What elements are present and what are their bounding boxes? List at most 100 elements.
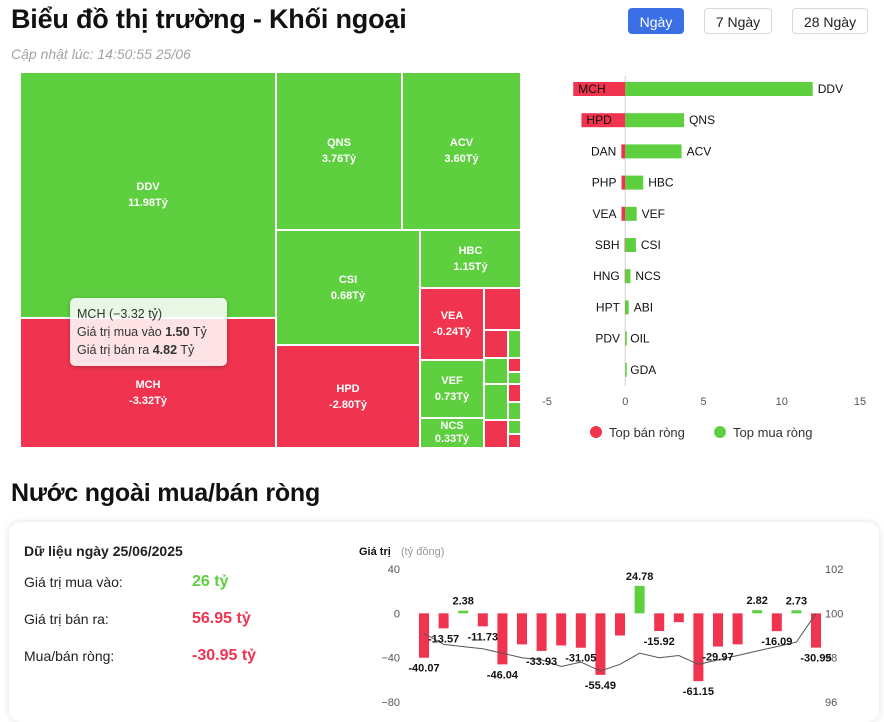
net-bar — [674, 613, 684, 622]
net-bar-label: -30.95 — [800, 653, 831, 665]
net-bar — [478, 613, 488, 626]
treemap-cell-value: 0.33Tỷ — [435, 433, 469, 446]
section-title: Nước ngoài mua/bán ròng — [11, 479, 320, 508]
y-tick-label: 0 — [394, 608, 400, 620]
update-time: Cập nhật lúc: 14:50:55 25/06 — [11, 46, 191, 62]
treemap-cell-small[interactable] — [484, 288, 521, 330]
treemap-cell-acv[interactable]: ACV 3.60Tỷ — [402, 72, 521, 230]
net-bar — [517, 613, 527, 644]
treemap-cell-small[interactable] — [484, 330, 508, 358]
tooltip-sell-value: 4.82 — [153, 343, 177, 357]
net-bar-label: -31.05 — [565, 653, 596, 665]
bar-buy — [625, 207, 636, 221]
treemap-cell-vea[interactable]: VEA -0.24Tỷ — [420, 288, 484, 360]
treemap-cell-small[interactable] — [508, 330, 521, 358]
net-bar — [439, 613, 449, 628]
treemap-cell-qns[interactable]: QNS 3.76Tỷ — [276, 72, 402, 230]
treemap-cell-value: 3.60Tỷ — [444, 151, 478, 167]
treemap-cell-value: -0.24Tỷ — [433, 324, 471, 340]
bar-buy-label: NCS — [635, 269, 660, 283]
net-bar-label: -55.49 — [585, 680, 616, 692]
treemap-cell-small[interactable] — [484, 384, 508, 420]
tooltip-title: MCH (−3.32 tỷ) — [77, 305, 220, 323]
net-bar-label: -61.15 — [683, 686, 714, 698]
net-bar-label: -29.97 — [702, 652, 733, 664]
net-value-label: Mua/bán ròng: — [24, 648, 114, 664]
net-bar — [693, 613, 703, 681]
bar-buy-label: OIL — [630, 332, 650, 346]
bar-buy — [625, 238, 636, 252]
treemap-cell-hbc[interactable]: HBC 1.15Tỷ — [420, 230, 521, 288]
net-bar-label: 2.38 — [452, 596, 473, 608]
treemap-cell-small[interactable] — [508, 402, 521, 420]
treemap-cell-ncs[interactable]: NCS 0.33Tỷ — [420, 418, 484, 448]
treemap-cell-vef[interactable]: VEF 0.73Tỷ — [420, 360, 484, 418]
bar-sell — [625, 238, 626, 252]
bar-buy — [625, 332, 627, 346]
tab-28-days[interactable]: 28 Ngày — [792, 8, 868, 34]
summary-date: Dữ liệu ngày 25/06/2025 — [24, 543, 183, 559]
bar-sell-label: PHP — [592, 176, 617, 190]
bar-buy — [625, 113, 684, 127]
treemap-cell-small[interactable] — [508, 372, 521, 384]
treemap-cell-small[interactable] — [508, 384, 521, 402]
bar-buy-label: QNS — [689, 113, 715, 127]
bar-buy-label: VEF — [642, 207, 665, 221]
treemap-cell-small[interactable] — [508, 434, 521, 448]
tooltip-sell-row: Giá trị bán ra 4.82 Tỷ — [77, 341, 220, 359]
treemap-cell-hpd[interactable]: HPD -2.80Tỷ — [276, 345, 420, 448]
treemap-cell-small[interactable] — [508, 358, 521, 372]
net-bar — [791, 610, 801, 613]
y-tick-label: −80 — [381, 697, 400, 709]
net-bar — [556, 613, 566, 645]
treemap-cell-csi[interactable]: CSI 0.68Tỷ — [276, 230, 420, 345]
net-bar — [733, 613, 743, 644]
x-tick-label: -5 — [542, 396, 552, 408]
treemap-cell-value: -2.80Tỷ — [329, 397, 367, 413]
net-bar — [595, 613, 605, 675]
net-bar — [654, 613, 664, 631]
bar-buy-label: DDV — [818, 82, 843, 96]
bar-sell-label: HPD — [586, 113, 612, 127]
y2-tick-label: 96 — [825, 697, 837, 709]
x-tick-label: 10 — [776, 396, 788, 408]
x-tick-label: 5 — [700, 396, 706, 408]
bar-sell-label: MCH — [578, 82, 605, 96]
net-bar-label: -40.07 — [408, 663, 439, 675]
net-bar-label: -46.04 — [487, 669, 519, 681]
tooltip-sell-label: Giá trị bán ra — [77, 343, 153, 357]
treemap-cell-small[interactable] — [484, 358, 508, 384]
tooltip-buy-row: Giá trị mua vào 1.50 Tỷ — [77, 323, 220, 341]
net-bar-label: -16.09 — [761, 636, 792, 648]
tooltip-buy-unit: Tỷ — [190, 325, 207, 339]
net-bar-label: 2.82 — [746, 595, 767, 607]
y2-tick-label: 102 — [825, 564, 843, 576]
sell-value: 56.95 tỷ — [192, 610, 251, 628]
treemap-cell-value: 0.68Tỷ — [331, 288, 365, 304]
tooltip-buy-value: 1.50 — [165, 325, 189, 339]
treemap-cell-small[interactable] — [508, 420, 521, 434]
bar-buy-label: HBC — [648, 176, 674, 190]
treemap-cell-small[interactable] — [484, 420, 508, 448]
y-tick-label: −40 — [381, 653, 400, 665]
page-title: Biểu đồ thị trường - Khối ngoại — [11, 4, 407, 35]
treemap-cell-name: NCS — [440, 420, 463, 433]
bar-sell — [621, 144, 625, 158]
treemap-cell-name: DDV — [136, 179, 159, 195]
treemap-cell-name: HBC — [459, 243, 483, 259]
net-bar — [635, 586, 645, 613]
net-bar — [772, 613, 782, 631]
treemap-cell-name: VEA — [441, 308, 464, 324]
treemap-cell-name: MCH — [135, 377, 160, 393]
legend-sell-label: Top bán ròng — [609, 425, 685, 440]
bar-buy-label: GDA — [630, 363, 656, 377]
net-bar-label: 2.73 — [786, 595, 807, 607]
tab-day[interactable]: Ngày — [628, 8, 684, 34]
tooltip-sell-unit: Tỷ — [177, 343, 194, 357]
treemap-cell-ddv[interactable]: DDV 11.98Tỷ — [20, 72, 276, 318]
tab-7-days[interactable]: 7 Ngày — [704, 8, 772, 34]
treemap-cell-value: -3.32Tỷ — [129, 393, 167, 409]
bar-buy — [625, 176, 643, 190]
bar-sell-label: DAN — [591, 144, 616, 158]
